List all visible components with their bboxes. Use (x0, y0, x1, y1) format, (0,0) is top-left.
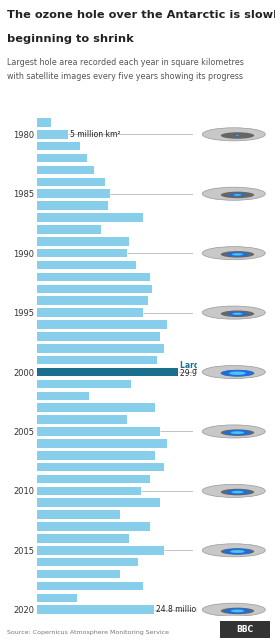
Text: Source: Copernicus Atmosphere Monitoring Service: Source: Copernicus Atmosphere Monitoring… (7, 630, 169, 635)
Ellipse shape (231, 491, 244, 493)
Ellipse shape (236, 135, 239, 136)
Bar (37, 344, 164, 353)
Text: beginning to shrink: beginning to shrink (7, 34, 134, 44)
Ellipse shape (221, 489, 254, 495)
Bar (37, 475, 150, 483)
Bar (37, 451, 155, 460)
Bar (37, 130, 68, 139)
Ellipse shape (223, 548, 252, 554)
Bar (37, 463, 164, 472)
Bar (37, 593, 77, 602)
Bar (37, 534, 129, 543)
Bar (37, 546, 164, 555)
Ellipse shape (221, 310, 254, 317)
Ellipse shape (202, 246, 265, 260)
Bar (37, 285, 152, 293)
Bar (37, 260, 136, 269)
Ellipse shape (221, 251, 254, 258)
Ellipse shape (202, 365, 265, 378)
Bar (37, 380, 131, 388)
Text: 24.8 million: 24.8 million (156, 605, 201, 614)
Text: BBC: BBC (236, 625, 253, 634)
Ellipse shape (221, 370, 254, 376)
Bar (37, 439, 167, 447)
Bar (37, 605, 154, 614)
Bar (37, 486, 141, 495)
Bar (37, 499, 160, 507)
Bar (37, 142, 79, 150)
Ellipse shape (202, 544, 265, 557)
Ellipse shape (234, 135, 241, 136)
Ellipse shape (231, 609, 244, 612)
Ellipse shape (221, 548, 254, 555)
Text: with satellite images every five years showing its progress: with satellite images every five years s… (7, 72, 243, 81)
Bar (37, 558, 138, 566)
Ellipse shape (229, 371, 246, 375)
Bar (37, 202, 108, 210)
Ellipse shape (232, 253, 243, 255)
Ellipse shape (202, 484, 265, 497)
Ellipse shape (233, 194, 241, 196)
Bar (37, 415, 126, 424)
Text: Largest hole: Largest hole (180, 361, 234, 370)
Ellipse shape (221, 191, 254, 198)
Ellipse shape (202, 603, 265, 616)
Bar (37, 510, 120, 519)
Ellipse shape (221, 429, 254, 436)
Ellipse shape (231, 431, 244, 434)
Bar (37, 166, 94, 174)
Bar (37, 177, 105, 186)
Bar (37, 356, 157, 364)
Ellipse shape (202, 425, 265, 438)
Bar (37, 392, 89, 400)
Bar (37, 273, 150, 281)
Text: Largest hole area recorded each year in square kilometres: Largest hole area recorded each year in … (7, 58, 244, 67)
Bar (37, 427, 160, 436)
Ellipse shape (230, 193, 245, 196)
Bar (37, 332, 160, 340)
Ellipse shape (225, 490, 250, 495)
Bar (37, 154, 87, 163)
Ellipse shape (202, 128, 265, 141)
Bar (37, 320, 167, 329)
Bar (37, 582, 143, 590)
Text: The ozone hole over the Antarctic is slowly: The ozone hole over the Antarctic is slo… (7, 10, 275, 20)
Ellipse shape (221, 132, 254, 139)
Ellipse shape (221, 370, 254, 376)
Bar (37, 296, 148, 305)
Ellipse shape (224, 430, 251, 435)
Ellipse shape (224, 608, 251, 614)
Bar (37, 189, 110, 198)
Ellipse shape (202, 306, 265, 319)
Ellipse shape (226, 252, 249, 257)
Bar (37, 213, 143, 222)
Ellipse shape (230, 550, 245, 553)
Ellipse shape (221, 607, 254, 614)
Ellipse shape (227, 312, 248, 316)
Bar (37, 368, 178, 376)
Bar (37, 225, 101, 234)
Bar (37, 118, 51, 127)
Text: 29.9 million: 29.9 million (180, 369, 225, 378)
Bar (37, 570, 120, 579)
Bar (37, 403, 155, 412)
Bar (37, 308, 143, 317)
Bar (37, 249, 126, 257)
Text: 5 million km²: 5 million km² (70, 130, 120, 139)
Ellipse shape (202, 187, 265, 200)
Ellipse shape (232, 313, 243, 315)
Bar (37, 522, 150, 531)
Bar (37, 237, 129, 246)
